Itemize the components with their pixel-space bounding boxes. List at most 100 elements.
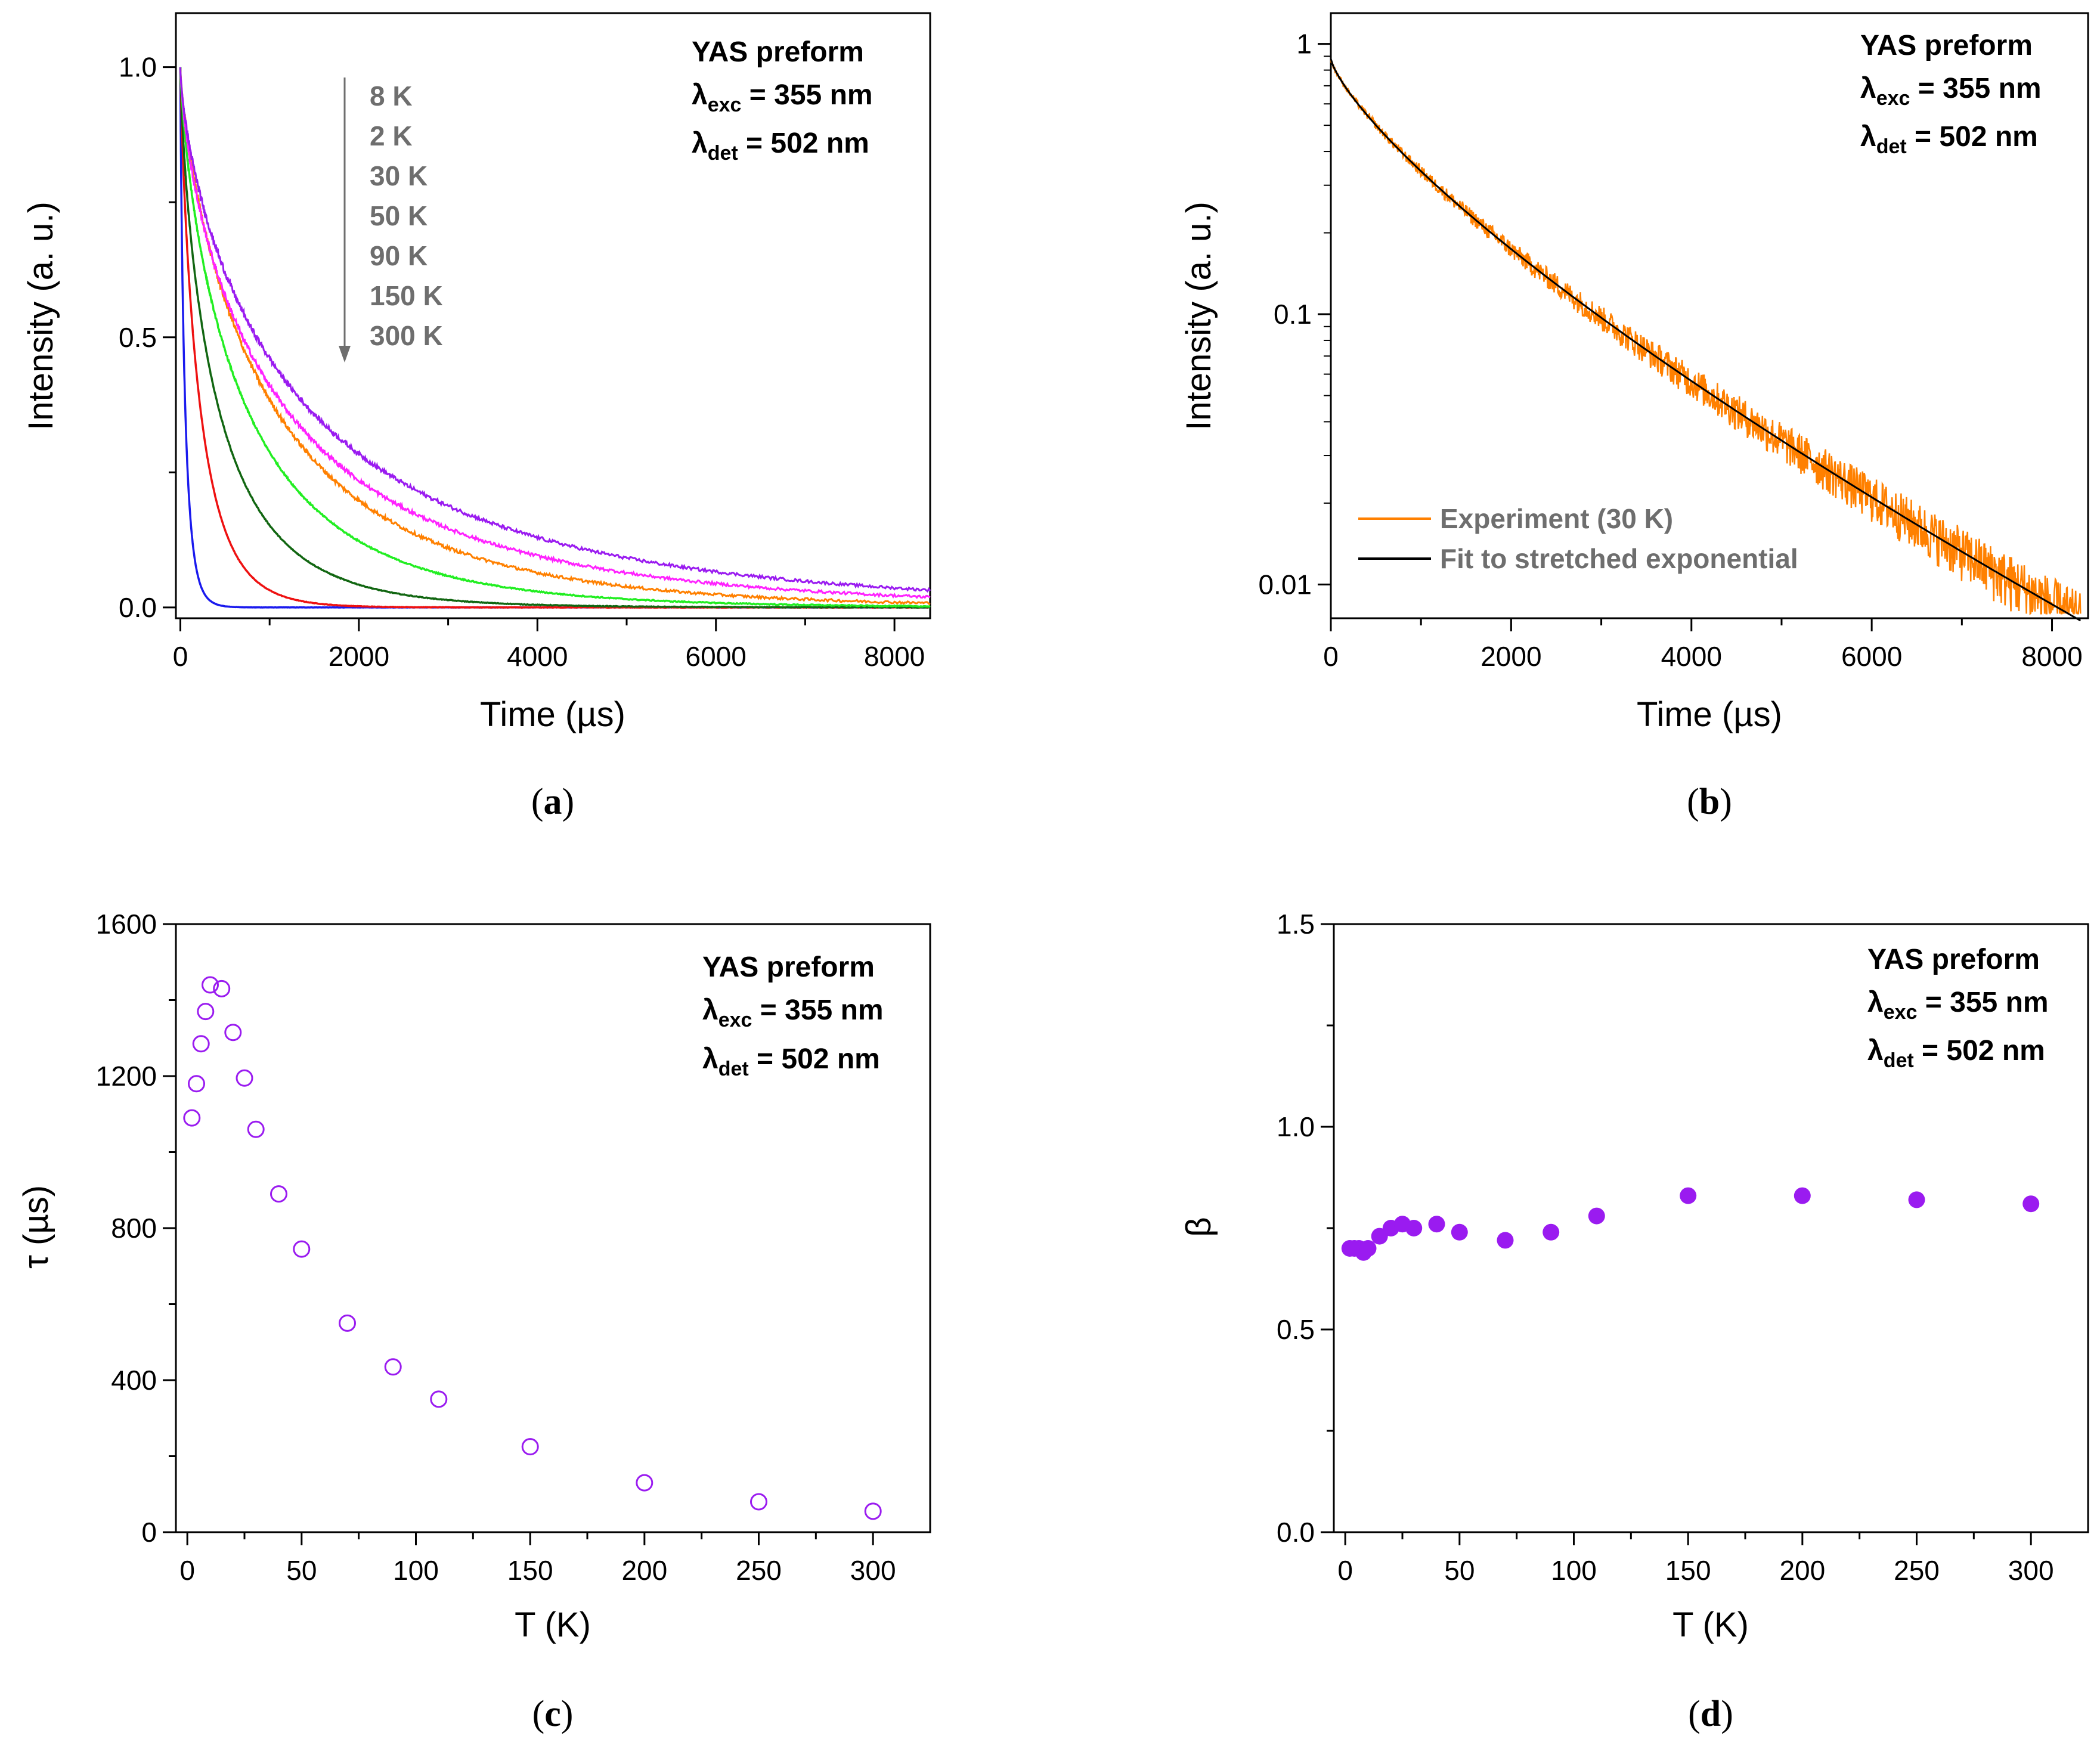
series-line-50K bbox=[179, 67, 931, 608]
x-tick-label: 0 bbox=[1323, 641, 1339, 672]
annotation-title: YAS preform bbox=[702, 952, 875, 983]
panel-a-legend-item: 300 K bbox=[370, 320, 443, 351]
panel-a-curves bbox=[179, 67, 931, 609]
panel-c-ylabel: τ (µs) bbox=[17, 1185, 55, 1269]
panel-b-xlabel: Time (µs) bbox=[1637, 695, 1782, 734]
x-tick-label: 6000 bbox=[686, 641, 747, 672]
annotation-excitation: λexc = 355 nm bbox=[1867, 987, 2049, 1024]
y-tick-label: 0.0 bbox=[119, 592, 157, 623]
panel-b: 0 2000 4000 6000 8000 0.01 0.1 1 Time (µs) Inte… bbox=[1179, 12, 2089, 822]
data-point bbox=[236, 1069, 253, 1087]
y-tick-label: 0.0 bbox=[1277, 1517, 1315, 1548]
panel-a: 0 2000 4000 6000 8000 0.0 0.5 1.0 Time (µs) Int… bbox=[21, 12, 931, 822]
panel-a-xlabel: Time (µs) bbox=[480, 695, 625, 734]
panel-a-legend-item: 50 K bbox=[370, 200, 428, 231]
data-point bbox=[1680, 1187, 1697, 1204]
panel-a-annotation: YAS preform λexc = 355 nm λdet = 502 nm bbox=[692, 36, 873, 165]
x-tick-label: 250 bbox=[1894, 1555, 1940, 1586]
data-point bbox=[430, 1390, 448, 1408]
data-point bbox=[384, 1358, 402, 1376]
data-point bbox=[1908, 1191, 1925, 1208]
data-point bbox=[270, 1185, 287, 1203]
annotation-title: YAS preform bbox=[1867, 944, 2040, 975]
series-line-2K bbox=[179, 67, 931, 599]
data-point bbox=[2022, 1195, 2040, 1213]
data-point bbox=[521, 1438, 539, 1456]
series-line-8K bbox=[179, 67, 931, 593]
x-tick-label: 2000 bbox=[329, 641, 389, 672]
data-point bbox=[750, 1493, 767, 1511]
data-point bbox=[1428, 1216, 1445, 1233]
annotation-excitation: λexc = 355 nm bbox=[1860, 73, 2042, 110]
data-point bbox=[197, 1003, 215, 1021]
annotation-detection: λdet = 502 nm bbox=[1860, 121, 2038, 158]
x-tick-label: 100 bbox=[1551, 1555, 1597, 1586]
x-tick-label: 4000 bbox=[507, 641, 568, 672]
data-point bbox=[1543, 1223, 1560, 1241]
data-point bbox=[1359, 1240, 1377, 1257]
annotation-detection: λdet = 502 nm bbox=[702, 1043, 880, 1080]
x-tick-label: 50 bbox=[1444, 1555, 1475, 1586]
y-tick-label: 0 bbox=[141, 1517, 157, 1548]
panel-c-annotation: YAS preform λexc = 355 nm λdet = 502 nm bbox=[702, 952, 884, 1080]
data-point bbox=[293, 1240, 311, 1258]
data-point bbox=[202, 976, 219, 994]
panel-b-annotation: YAS preform λexc = 355 nm λdet = 502 nm bbox=[1860, 30, 2042, 158]
y-tick-label: 1.0 bbox=[119, 52, 157, 83]
panel-b-curves bbox=[1330, 58, 2082, 622]
x-tick-label: 0 bbox=[173, 641, 188, 672]
annotation-detection: λdet = 502 nm bbox=[692, 128, 869, 165]
panel-d-label: (d) bbox=[1688, 1694, 1733, 1734]
panel-a-legend-item: 90 K bbox=[370, 240, 428, 271]
panel-a-ticks: 0 2000 4000 6000 8000 0.0 0.5 1.0 bbox=[119, 52, 925, 672]
data-point bbox=[224, 1024, 242, 1042]
panel-b-frame bbox=[1330, 12, 2089, 619]
data-point bbox=[183, 1109, 201, 1127]
panel-a-legend-item: 30 K bbox=[370, 160, 428, 191]
panel-b-label: (b) bbox=[1687, 782, 1732, 822]
x-tick-label: 200 bbox=[621, 1555, 667, 1586]
x-tick-label: 300 bbox=[850, 1555, 896, 1586]
panel-a-arrow-head bbox=[339, 346, 351, 362]
data-point bbox=[247, 1120, 265, 1138]
data-point bbox=[1794, 1187, 1811, 1204]
panel-d-ticks: 0 50 100 150 200 250 300 0.0 0.5 1.0 1.5 bbox=[1277, 909, 2053, 1586]
y-tick-label: 1 bbox=[1296, 29, 1312, 60]
x-tick-label: 150 bbox=[1665, 1555, 1711, 1586]
x-tick-label: 0 bbox=[179, 1555, 195, 1586]
panel-d: 0 50 100 150 200 250 300 0.0 0.5 1.0 1.5 T (K) β Y… bbox=[1179, 909, 2089, 1734]
panel-a-legend-item: 2 K bbox=[370, 120, 413, 151]
annotation-title: YAS preform bbox=[1860, 30, 2033, 61]
x-tick-label: 6000 bbox=[1841, 641, 1902, 672]
data-point bbox=[188, 1075, 205, 1093]
x-tick-label: 300 bbox=[2008, 1555, 2054, 1586]
y-tick-label: 0.1 bbox=[1274, 299, 1312, 330]
panel-d-annotation: YAS preform λexc = 355 nm λdet = 502 nm bbox=[1867, 944, 2049, 1072]
y-tick-label: 0.5 bbox=[119, 322, 157, 353]
data-point bbox=[213, 980, 231, 997]
data-point bbox=[864, 1502, 882, 1520]
annotation-excitation: λexc = 355 nm bbox=[692, 79, 873, 116]
annotation-title: YAS preform bbox=[692, 36, 864, 68]
data-point bbox=[192, 1035, 210, 1053]
data-point bbox=[1497, 1232, 1514, 1249]
panel-b-ylabel: Intensity (a. u.) bbox=[1179, 202, 1218, 430]
panel-b-ticks: 0 2000 4000 6000 8000 0.01 0.1 1 bbox=[1258, 29, 2082, 672]
panel-c-label: (c) bbox=[532, 1694, 574, 1734]
x-tick-label: 8000 bbox=[864, 641, 925, 672]
y-tick-label: 1.5 bbox=[1277, 909, 1315, 940]
series-line-fit bbox=[1330, 58, 2082, 622]
panel-c-ticks: 0 50 100 150 200 250 300 0 400 800 1200 1600 bbox=[96, 909, 896, 1586]
panel-d-points bbox=[1341, 1187, 2040, 1261]
panel-a-legend-item: 150 K bbox=[370, 280, 443, 311]
y-tick-label: 1.0 bbox=[1277, 1111, 1315, 1142]
x-tick-label: 0 bbox=[1337, 1555, 1353, 1586]
data-point bbox=[339, 1314, 356, 1332]
x-tick-label: 8000 bbox=[2021, 641, 2082, 672]
x-tick-label: 150 bbox=[507, 1555, 553, 1586]
panel-b-legend-experiment: Experiment (30 K) bbox=[1440, 503, 1673, 534]
data-point bbox=[1405, 1220, 1423, 1236]
y-tick-label: 1600 bbox=[96, 909, 157, 940]
